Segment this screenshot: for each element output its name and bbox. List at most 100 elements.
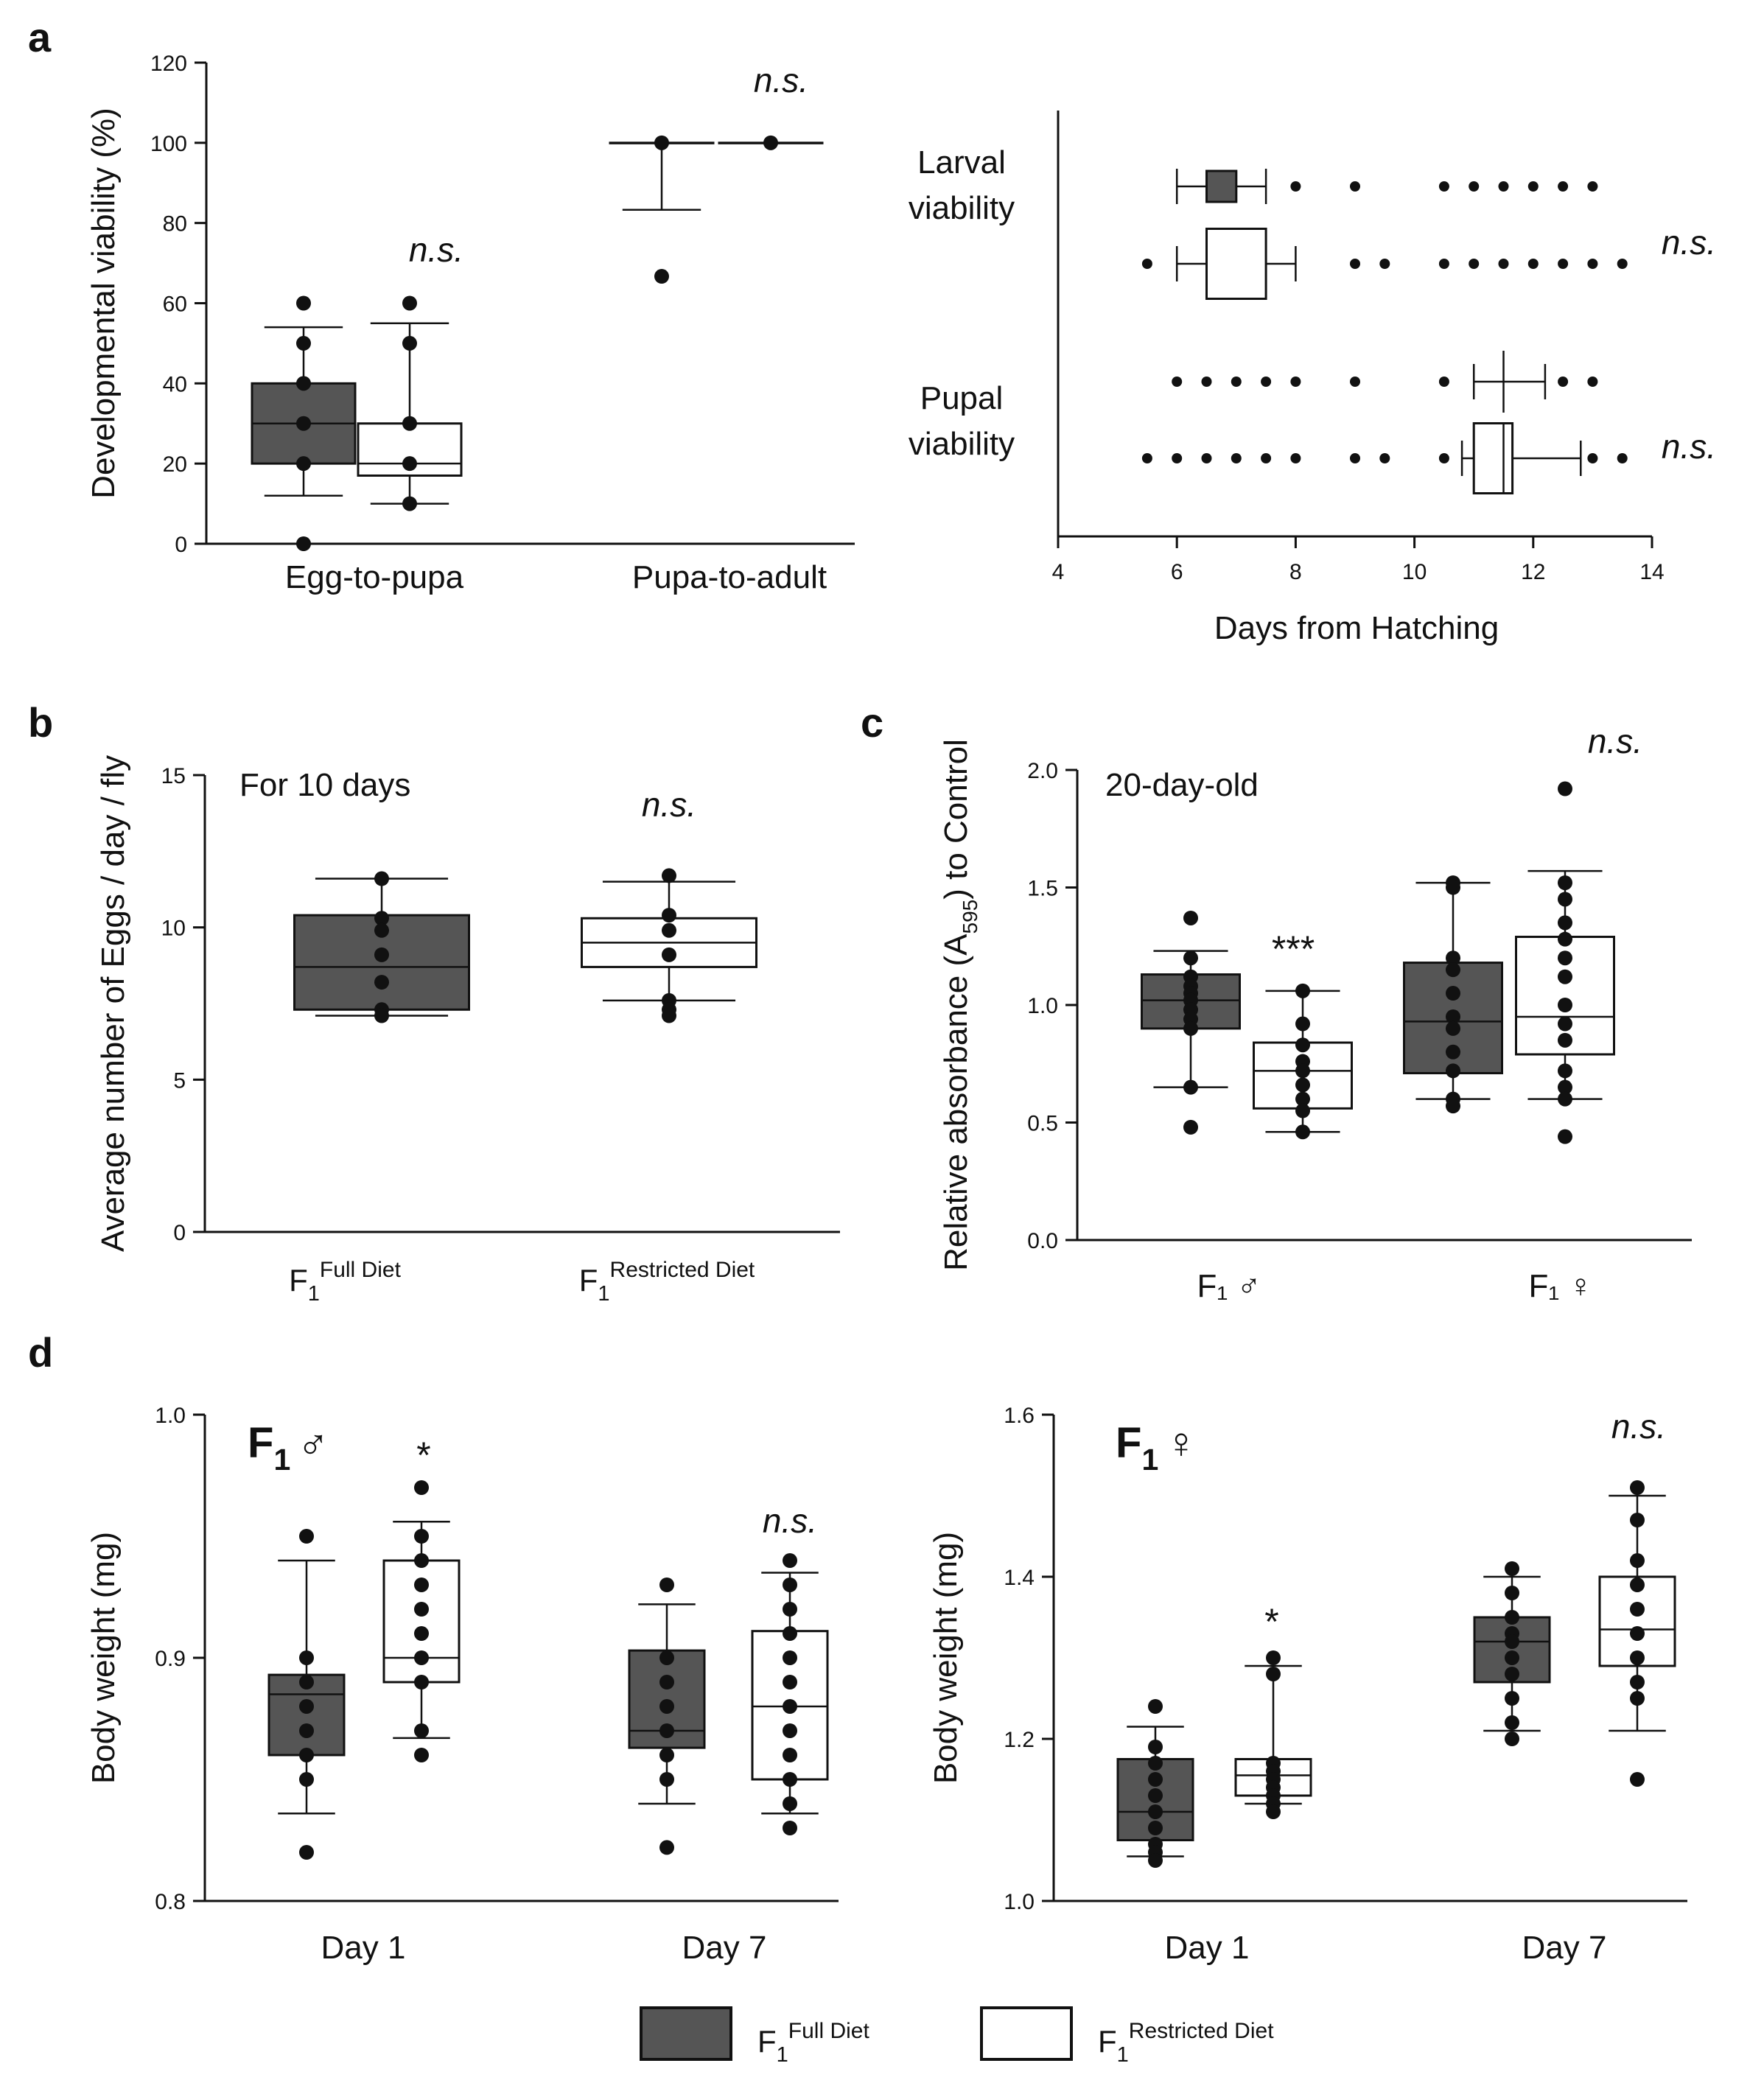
data-point — [1148, 1853, 1163, 1868]
box-Egg-to-pupa-restricted — [357, 295, 463, 511]
data-point — [783, 1650, 797, 1665]
y-tick-label: 0.0 — [1027, 1229, 1058, 1253]
panel-letter-b: b — [28, 699, 53, 746]
data-point — [1630, 1480, 1645, 1495]
data-point — [299, 1699, 314, 1714]
significance-label: n.s. — [754, 61, 808, 99]
data-point — [1558, 950, 1572, 966]
data-point — [414, 1626, 429, 1641]
data-point — [659, 1723, 674, 1738]
data-point — [1295, 1124, 1310, 1140]
y-axis-label: Developmental viability (%) — [85, 108, 122, 499]
data-point — [1558, 1032, 1572, 1048]
row-label: Larval — [917, 144, 1006, 181]
x-tick-label: 4 — [1052, 560, 1065, 584]
data-point — [1446, 1044, 1460, 1060]
legend-label: F1Full Diet — [757, 2019, 869, 2067]
data-point — [1201, 453, 1212, 463]
data-point — [662, 947, 676, 962]
category-label: F1Restricted Diet — [579, 1258, 755, 1306]
data-point — [1290, 181, 1301, 192]
data-point — [1558, 875, 1572, 891]
y-tick-label: 0.5 — [1027, 1112, 1058, 1136]
data-point — [1446, 1009, 1460, 1024]
data-point — [659, 1699, 674, 1714]
category-label: Egg-to-pupa — [285, 559, 464, 595]
significance-label: * — [1264, 1601, 1278, 1642]
data-point — [299, 1748, 314, 1762]
row-label: viability — [909, 190, 1015, 226]
data-point — [1183, 1119, 1198, 1135]
data-point — [1630, 1650, 1645, 1665]
hbox-0-restricted — [1141, 228, 1628, 300]
hbox-1-full — [1172, 351, 1598, 413]
chart-title: F1 ♀ — [1116, 1419, 1197, 1477]
panel-letter-d: d — [28, 1329, 53, 1376]
data-point — [1558, 377, 1569, 387]
y-axis-label: Average number of Eggs / day / fly — [95, 755, 131, 1252]
data-point — [299, 1675, 314, 1689]
data-point — [1295, 1037, 1310, 1053]
data-point — [414, 1748, 429, 1762]
data-point — [1438, 453, 1449, 463]
data-point — [1446, 950, 1460, 966]
data-point — [1148, 1740, 1163, 1754]
data-point — [1295, 1077, 1310, 1093]
data-point — [1505, 1731, 1519, 1746]
data-point — [374, 871, 389, 886]
data-point — [1350, 259, 1360, 269]
data-point — [1183, 910, 1198, 925]
y-tick-label: 15 — [161, 764, 186, 788]
x-axis-label: Days from Hatching — [1214, 610, 1499, 646]
data-point — [414, 1577, 429, 1592]
legend-swatch — [640, 2006, 732, 2061]
significance-label: n.s. — [642, 785, 696, 824]
category-label: F₁ ♂ — [1197, 1268, 1261, 1304]
data-point — [1295, 1103, 1310, 1118]
data-point — [1379, 259, 1390, 269]
data-point — [1148, 1804, 1163, 1819]
data-point — [1558, 1091, 1572, 1107]
significance-label: n.s. — [409, 231, 463, 269]
y-tick-label: 0 — [175, 533, 187, 557]
chart-a-left: 0 20 40 60 80 100 120 Developmental viability (… — [85, 52, 855, 595]
data-point — [1266, 1650, 1281, 1665]
box-Egg-to-pupa-full — [251, 295, 357, 551]
data-point — [299, 1723, 314, 1738]
data-point — [1558, 915, 1572, 931]
data-point — [1505, 1715, 1519, 1730]
data-point — [1438, 377, 1449, 387]
data-point — [414, 1650, 429, 1665]
category-label: Day 7 — [1522, 1930, 1607, 1966]
data-point — [1172, 377, 1183, 387]
box-iqr — [1205, 169, 1238, 203]
data-point — [414, 1553, 429, 1568]
data-point — [1498, 181, 1509, 192]
category-label: F1Full Diet — [289, 1258, 401, 1306]
data-point — [1290, 377, 1301, 387]
data-point — [1446, 880, 1460, 895]
y-tick-label: 40 — [163, 372, 187, 396]
significance-label: * — [416, 1435, 430, 1476]
data-point — [402, 416, 417, 431]
chart-d-right: 1.0 1.2 1.4 1.6 Body weight (mg) F1 ♀ * Day 1 n.s… — [928, 1404, 1687, 1966]
legend-swatch — [980, 2006, 1073, 2061]
data-point — [1558, 1063, 1572, 1079]
data-point — [296, 536, 311, 551]
y-tick-label: 1.2 — [1004, 1728, 1035, 1752]
data-point — [299, 1845, 314, 1860]
y-axis-label: Body weight (mg) — [85, 1532, 122, 1784]
data-point — [1261, 453, 1272, 463]
data-point — [296, 335, 311, 351]
y-tick-label: 60 — [163, 293, 187, 317]
box-c-1-restricted — [1515, 781, 1615, 1144]
data-point — [296, 456, 311, 472]
data-point — [1183, 1079, 1198, 1095]
chart-a-right: 4 6 8 10 12 14 Days from Hatching Larval viabili… — [909, 111, 1716, 646]
data-point — [1295, 983, 1310, 998]
data-point — [1587, 181, 1598, 192]
data-point — [296, 295, 311, 311]
data-point — [1587, 259, 1598, 269]
box-Pupa-to-adult-restricted — [718, 135, 824, 150]
data-point — [659, 1675, 674, 1689]
